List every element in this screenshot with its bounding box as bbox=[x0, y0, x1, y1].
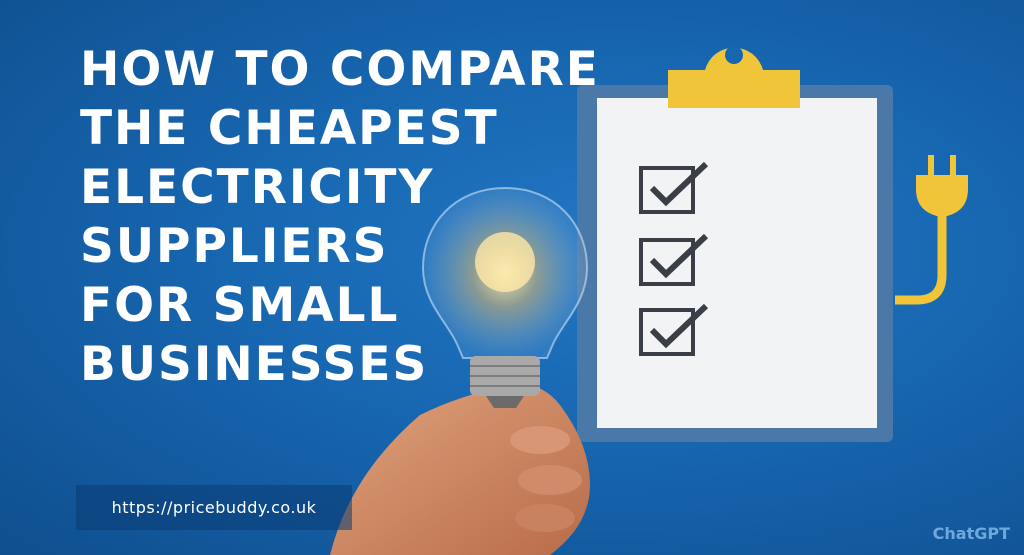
headline-line: BUSINESSES bbox=[80, 337, 429, 392]
headline-line: SUPPLIERS bbox=[80, 219, 389, 274]
watermark: ChatGPT bbox=[932, 524, 1010, 543]
headline-line: THE CHEAPEST bbox=[80, 101, 499, 156]
headline-line: HOW TO COMPARE bbox=[80, 42, 600, 97]
hand-icon bbox=[330, 384, 590, 555]
headline: HOW TO COMPARE THE CHEAPEST ELECTRICITY … bbox=[80, 40, 600, 394]
light-bulb-icon bbox=[421, 186, 589, 408]
checkbox-checked-icon bbox=[639, 161, 709, 356]
headline-line: ELECTRICITY bbox=[80, 160, 435, 215]
headline-line: FOR SMALL bbox=[80, 278, 400, 333]
plug-icon bbox=[895, 155, 968, 305]
website-url: https://pricebuddy.co.uk bbox=[76, 485, 352, 530]
clipboard-icon bbox=[577, 46, 893, 442]
